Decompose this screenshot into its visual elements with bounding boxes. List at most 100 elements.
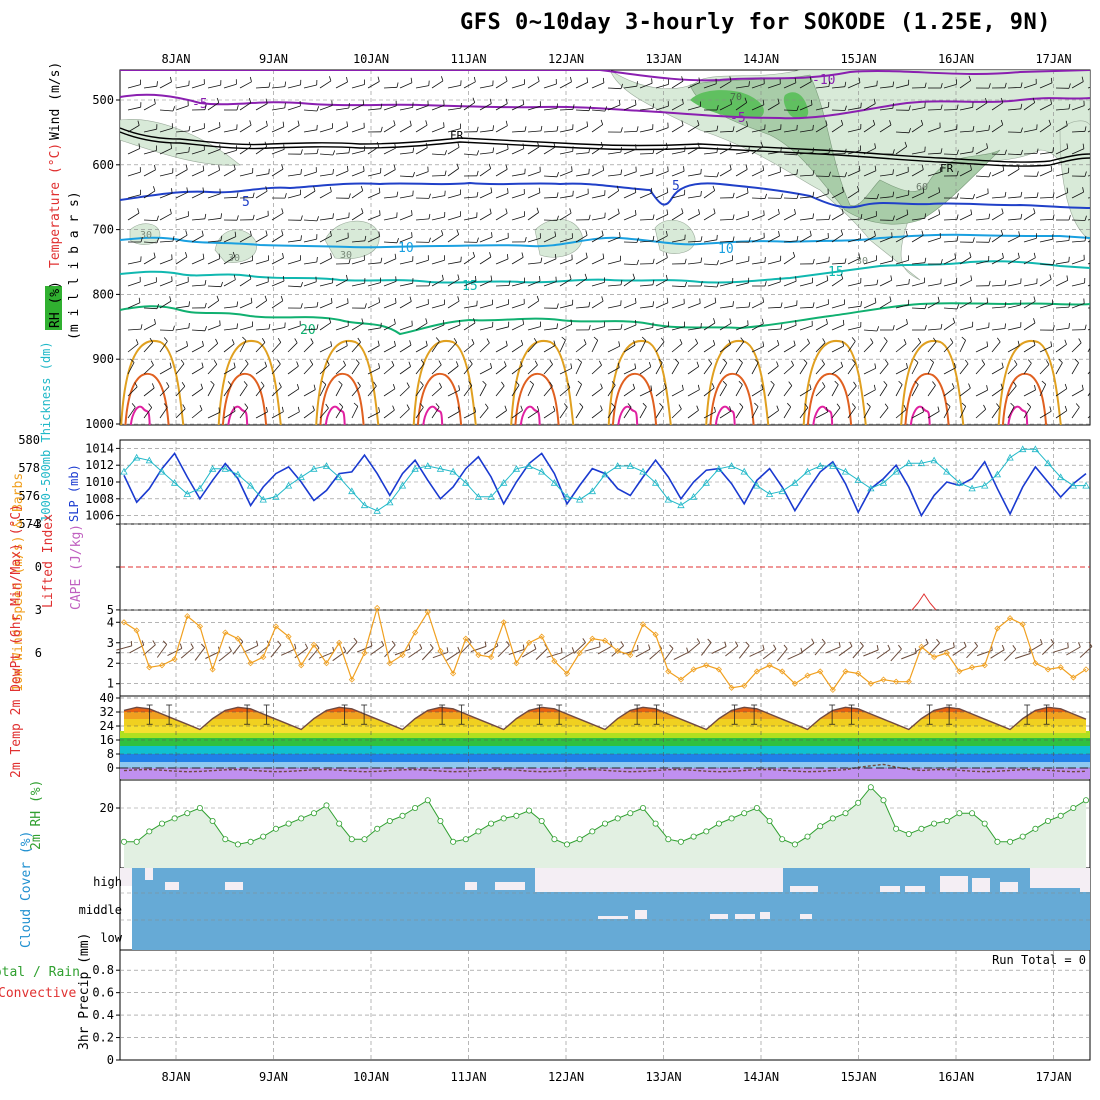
wind10-barb [356,645,373,653]
wind-barb [207,384,215,397]
wind-barb-flag [906,209,909,215]
wind-barb-flag [812,213,814,219]
wind10-barb [142,644,156,656]
wind-barb-flag [697,120,700,126]
wind-barb-flag [745,164,748,170]
wind10-point [766,662,773,669]
wind-barb-flag [378,407,380,413]
cloud-clear-area [120,868,132,886]
rh2m-point [627,810,634,817]
rh2m-point [842,810,849,817]
wind10-series [120,604,1090,693]
wind-barb [511,384,520,397]
wind10-point [804,672,811,679]
wind-barb-flag [392,383,396,389]
wind-barb [575,126,588,133]
wind-barb-flag [300,169,302,175]
wind-barb-flag [601,230,604,236]
wind-barb-flag [261,337,266,343]
thickness-point [525,462,533,469]
wind-barb [911,124,924,133]
wind-barb-flag [236,192,239,198]
thickness-point [576,495,584,503]
surface-contour [412,340,477,425]
wind-barb [623,406,632,419]
wind-barb-flag [1052,214,1055,220]
wind-barb [127,362,135,375]
wind-barb [895,409,907,419]
wind-barb-flag [202,187,205,193]
wind-barb [847,238,861,243]
wind10-barb-flag [200,643,206,648]
date-label-top: 16JAN [938,52,974,66]
wind-barb-flag [821,359,825,365]
wind-barb [623,85,637,89]
thickness-point [550,478,559,486]
wind-barb [831,366,843,375]
wind-barb [431,234,444,243]
wind-barb [559,128,573,133]
wind-barb [207,258,220,265]
wind-barb-flag [282,121,285,127]
wind-barb [703,190,715,199]
wind-barb [991,306,1006,309]
wind-barb-flag [343,360,346,366]
wind-barb-flag [419,403,424,408]
wind-barb [479,342,490,353]
wind-barb-flag [924,213,926,219]
wind10-barb-flag [887,644,891,650]
wind-barb [287,239,301,243]
wind10-barb [952,646,967,656]
wind-barb-flag [970,275,973,281]
wind10-barb [232,641,244,655]
wind-barb-flag [250,297,253,303]
wind-barb [975,302,988,309]
wind-barb-flag [844,148,847,154]
wind10-point [247,660,254,667]
wind-barb [303,306,318,309]
wind-barb [191,149,205,155]
wind-barb [287,388,300,397]
wind-barb-flag [648,361,652,367]
wind-barb [447,389,460,397]
wind-barb-flag [188,146,190,153]
thickness-point [373,506,381,514]
wind-barb-flag [796,193,799,199]
band-blue [120,754,1090,762]
contour-label-freezing: FR [940,162,954,175]
wind-barb-flag [968,75,972,81]
wind-barb-flag [1098,121,1099,126]
wind-barb-flag [137,208,140,214]
wind-barb-flag [475,275,477,282]
wind10-point [285,633,292,640]
wind-barb-flag [617,208,620,214]
wind-barb [479,168,491,177]
wind-barb [207,300,219,309]
wind-barb [447,215,461,221]
wind-barb [463,196,478,199]
wind-barb [799,217,813,221]
wind-barb [207,343,218,353]
rh2m-point [614,815,621,822]
wind-barb-flag [396,82,399,88]
wind-barb-flag [441,76,444,82]
thickness-point [272,492,280,500]
rh2m-point [943,818,950,825]
wind-barb [479,280,492,287]
wind-barb [1055,362,1063,375]
slp-line [123,451,1087,518]
wind-barb [879,196,893,199]
wind-barb [559,324,572,331]
wind10-point [196,623,204,630]
wind-barb-flag [620,147,622,153]
wind-barb-flag [716,125,719,131]
thickness-point [981,481,989,489]
wind-barb-flag [520,361,523,367]
wind-barb-flag [602,253,605,259]
wind-barb-flag [1017,340,1020,346]
wind-barb [447,278,460,287]
wind-barb-flag [635,210,637,216]
wind-barb-flag [1027,402,1031,408]
wind-barb [991,170,1004,177]
rh-region-dark [689,74,1001,225]
